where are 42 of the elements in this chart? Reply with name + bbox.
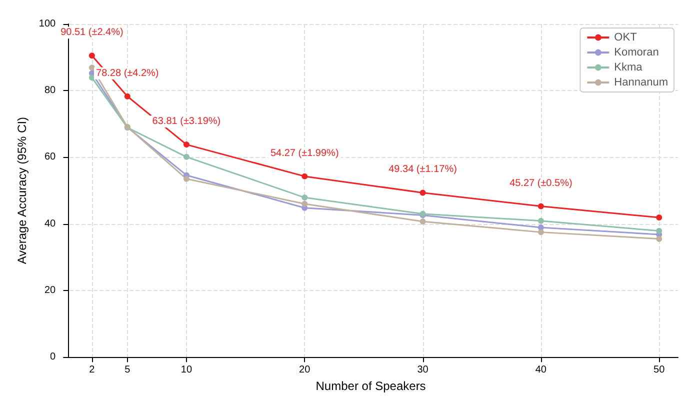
point bbox=[656, 236, 662, 242]
y-tick-label: 40 bbox=[44, 218, 56, 230]
x-tick-label: 20 bbox=[299, 364, 311, 376]
point bbox=[88, 64, 95, 71]
y-axis-title: Average Accuracy (95% CI) bbox=[15, 116, 29, 264]
legend-label: OKT bbox=[614, 32, 638, 44]
point bbox=[183, 154, 190, 160]
point bbox=[302, 200, 308, 207]
point bbox=[538, 229, 544, 236]
point bbox=[302, 194, 308, 201]
point bbox=[88, 52, 95, 59]
x-tick-label: 40 bbox=[535, 364, 547, 376]
data-label: 54.27 (±1.99%) bbox=[270, 148, 339, 159]
point bbox=[538, 203, 544, 210]
x-axis-title: Number of Speakers bbox=[316, 379, 426, 393]
data-label: 45.27 (±0.5%) bbox=[510, 178, 572, 189]
y-tick-label: 60 bbox=[44, 152, 56, 163]
point bbox=[656, 228, 662, 234]
x-tick-label: 50 bbox=[654, 364, 666, 376]
point bbox=[420, 190, 426, 196]
point bbox=[124, 93, 130, 100]
point bbox=[656, 214, 662, 221]
x-tick-label: 30 bbox=[417, 364, 429, 376]
y-tick-label: 0 bbox=[50, 352, 56, 363]
data-label: 90.51 (±2.4%) bbox=[60, 27, 124, 38]
y-tick-label: 100 bbox=[38, 18, 56, 30]
x-tick-label: 2 bbox=[89, 364, 96, 376]
data-label: 49.34 (±1.17%) bbox=[388, 164, 457, 176]
point bbox=[420, 218, 426, 225]
y-tick-label: 20 bbox=[44, 284, 56, 296]
legend-label: Kkma bbox=[614, 62, 644, 74]
data-label: 78.28 (±4.2%) bbox=[96, 68, 159, 79]
point bbox=[538, 218, 544, 224]
legend-label: Hannanum bbox=[614, 76, 668, 88]
legend-label: Komoran bbox=[614, 46, 659, 58]
data-label: 63.81 (±3.19%) bbox=[152, 116, 221, 128]
x-tick-label: 10 bbox=[180, 364, 192, 376]
point bbox=[183, 176, 190, 182]
point bbox=[302, 173, 308, 180]
x-tick-label: 5 bbox=[124, 364, 131, 376]
point bbox=[183, 142, 190, 148]
y-tick-label: 80 bbox=[44, 85, 56, 96]
